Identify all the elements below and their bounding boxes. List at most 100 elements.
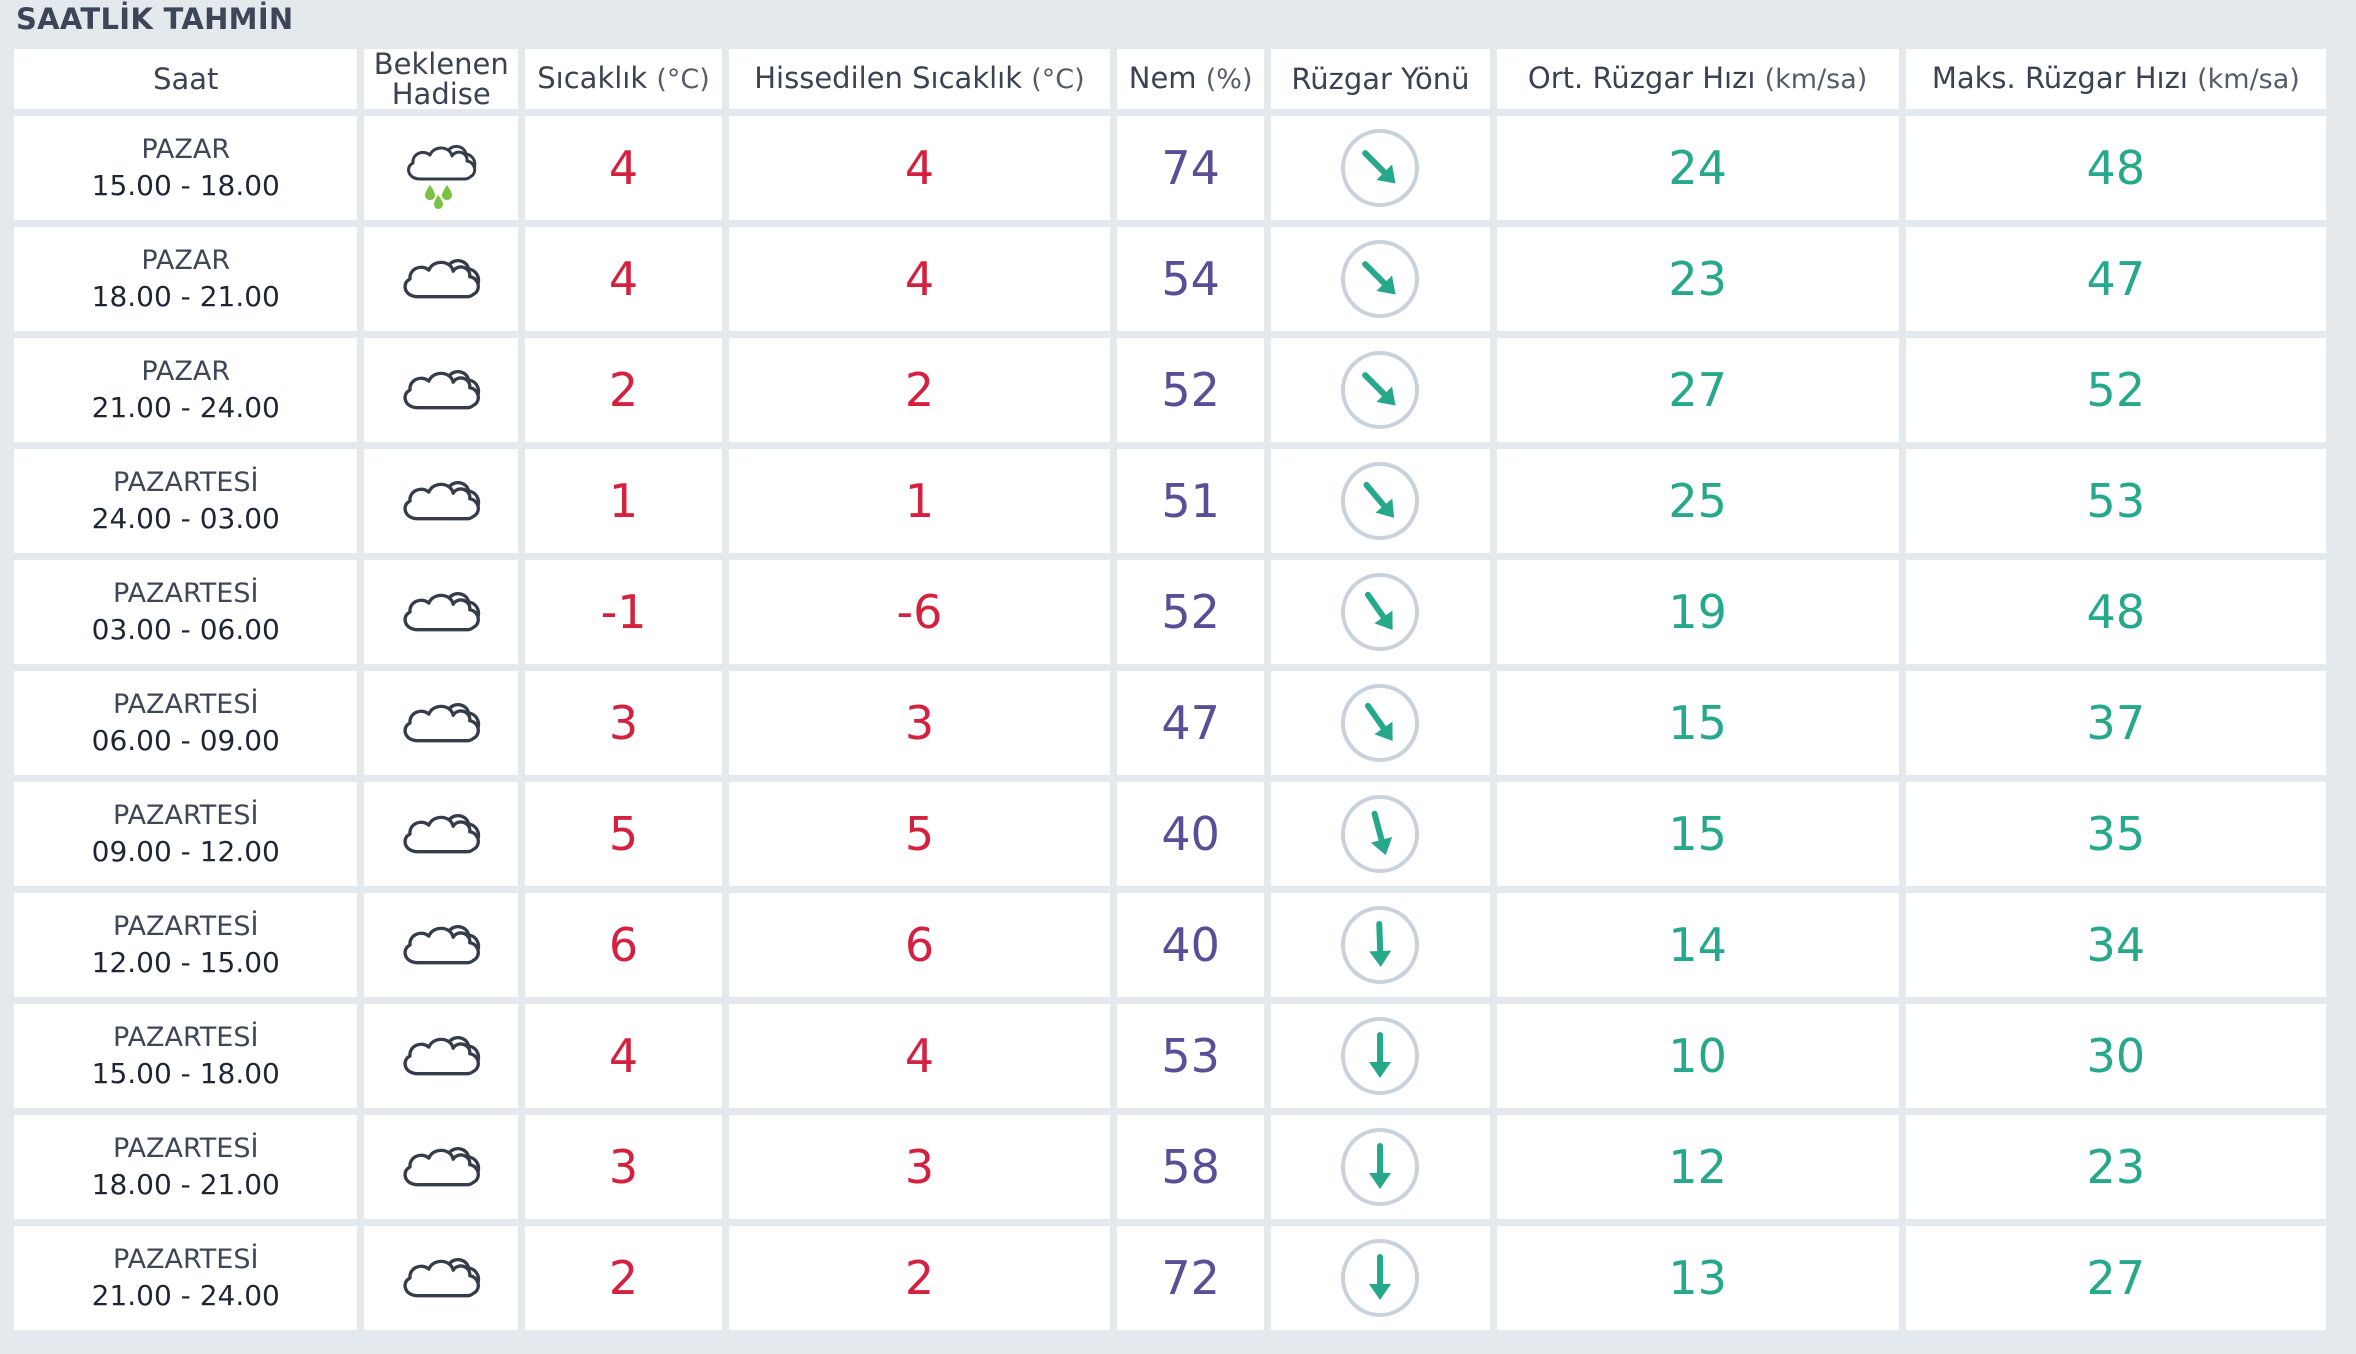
wind-direction-arrow-icon bbox=[1271, 349, 1489, 431]
wind-direction-cell bbox=[1271, 782, 1490, 886]
feels-like-value: 4 bbox=[904, 141, 935, 195]
feels-like-cell: 6 bbox=[729, 893, 1110, 997]
time-cell: PAZARTESİ 24.00 - 03.00 bbox=[14, 449, 358, 553]
expected-event-cell bbox=[364, 449, 519, 553]
max-wind-cell: 37 bbox=[1905, 671, 2326, 775]
cloud-icon bbox=[364, 359, 518, 421]
wind-direction-arrow-icon bbox=[1271, 1237, 1489, 1319]
day-label: PAZARTESİ bbox=[113, 689, 259, 720]
max-wind-value: 23 bbox=[2086, 1140, 2146, 1194]
max-wind-cell: 53 bbox=[1905, 449, 2326, 553]
feels-like-cell: 5 bbox=[729, 782, 1110, 886]
feels-like-cell: 4 bbox=[729, 227, 1110, 331]
expected-event-cell bbox=[364, 1115, 519, 1219]
avg-wind-value: 23 bbox=[1668, 252, 1727, 306]
humidity-value: 52 bbox=[1161, 585, 1220, 639]
temperature-value: 1 bbox=[608, 474, 639, 528]
max-wind-value: 37 bbox=[2086, 696, 2146, 750]
wind-direction-arrow-icon bbox=[1271, 793, 1489, 875]
feels-like-value: 5 bbox=[904, 807, 935, 861]
temperature-cell: 4 bbox=[525, 116, 723, 220]
humidity-value: 40 bbox=[1161, 807, 1220, 861]
expected-event-cell bbox=[364, 560, 519, 664]
cloud-icon bbox=[364, 248, 518, 310]
humidity-cell: 74 bbox=[1116, 116, 1265, 220]
header-time: Saat bbox=[14, 49, 358, 109]
avg-wind-cell: 23 bbox=[1496, 227, 1899, 331]
max-wind-value: 27 bbox=[2086, 1251, 2146, 1305]
time-range: 18.00 - 21.00 bbox=[91, 280, 280, 313]
avg-wind-value: 15 bbox=[1668, 696, 1727, 750]
time-cell: PAZAR 15.00 - 18.00 bbox=[14, 116, 358, 220]
feels-like-cell: 1 bbox=[729, 449, 1110, 553]
wind-direction-cell bbox=[1271, 227, 1490, 331]
time-cell: PAZARTESİ 21.00 - 24.00 bbox=[14, 1226, 358, 1330]
temperature-value: 2 bbox=[608, 1251, 639, 1305]
humidity-cell: 40 bbox=[1116, 782, 1265, 886]
wind-direction-cell bbox=[1271, 671, 1490, 775]
temperature-value: 4 bbox=[608, 252, 639, 306]
avg-wind-value: 27 bbox=[1668, 363, 1727, 417]
day-label: PAZARTESİ bbox=[113, 1133, 259, 1164]
humidity-value: 72 bbox=[1161, 1251, 1220, 1305]
temperature-cell: 6 bbox=[525, 893, 723, 997]
humidity-value: 40 bbox=[1161, 918, 1220, 972]
day-label: PAZAR bbox=[141, 245, 231, 276]
table-row: PAZARTESİ 15.00 - 18.00 4 4 53 10 30 bbox=[14, 1004, 2326, 1108]
max-wind-cell: 48 bbox=[1905, 116, 2326, 220]
max-wind-cell: 48 bbox=[1905, 560, 2326, 664]
wind-direction-cell bbox=[1271, 449, 1490, 553]
time-cell: PAZARTESİ 06.00 - 09.00 bbox=[14, 671, 358, 775]
table-header-row: Saat Beklenen Hadise Sıcaklık (°C) Hissed… bbox=[14, 49, 2326, 109]
feels-like-value: -6 bbox=[896, 585, 943, 639]
wind-direction-arrow-icon bbox=[1271, 571, 1489, 653]
time-range: 06.00 - 09.00 bbox=[91, 724, 280, 757]
header-feels-like: Hissedilen Sıcaklık (°C) bbox=[729, 49, 1110, 109]
max-wind-cell: 52 bbox=[1905, 338, 2326, 442]
cloud-icon bbox=[364, 1247, 518, 1309]
humidity-value: 52 bbox=[1161, 363, 1220, 417]
day-label: PAZAR bbox=[141, 356, 231, 387]
table-row: PAZARTESİ 03.00 - 06.00 -1 -6 52 19 48 bbox=[14, 560, 2326, 664]
avg-wind-value: 10 bbox=[1668, 1029, 1727, 1083]
table-row: PAZARTESİ 21.00 - 24.00 2 2 72 13 27 bbox=[14, 1226, 2326, 1330]
temperature-value: 6 bbox=[608, 918, 639, 972]
humidity-cell: 52 bbox=[1116, 560, 1265, 664]
temperature-value: 5 bbox=[608, 807, 639, 861]
avg-wind-value: 25 bbox=[1668, 474, 1727, 528]
humidity-cell: 53 bbox=[1116, 1004, 1265, 1108]
header-temperature: Sıcaklık (°C) bbox=[525, 49, 723, 109]
day-label: PAZARTESİ bbox=[113, 1244, 259, 1275]
header-max-wind: Maks. Rüzgar Hızı (km/sa) bbox=[1905, 49, 2326, 109]
expected-event-cell bbox=[364, 338, 519, 442]
max-wind-value: 35 bbox=[2086, 807, 2146, 861]
avg-wind-cell: 12 bbox=[1496, 1115, 1899, 1219]
wind-direction-arrow-icon bbox=[1271, 127, 1489, 209]
table-row: PAZARTESİ 18.00 - 21.00 3 3 58 12 23 bbox=[14, 1115, 2326, 1219]
humidity-value: 54 bbox=[1161, 252, 1220, 306]
expected-event-cell bbox=[364, 116, 519, 220]
max-wind-cell: 30 bbox=[1905, 1004, 2326, 1108]
max-wind-value: 53 bbox=[2086, 474, 2146, 528]
cloud-icon bbox=[364, 803, 518, 865]
expected-event-cell bbox=[364, 671, 519, 775]
avg-wind-cell: 25 bbox=[1496, 449, 1899, 553]
feels-like-cell: 4 bbox=[729, 116, 1110, 220]
cloud-icon bbox=[364, 1136, 518, 1198]
temperature-value: 2 bbox=[608, 363, 639, 417]
avg-wind-value: 13 bbox=[1668, 1251, 1727, 1305]
humidity-value: 74 bbox=[1161, 141, 1220, 195]
time-range: 21.00 - 24.00 bbox=[91, 391, 280, 424]
time-range: 18.00 - 21.00 bbox=[91, 1168, 280, 1201]
time-range: 12.00 - 15.00 bbox=[91, 946, 280, 979]
expected-event-cell bbox=[364, 1226, 519, 1330]
header-humidity: Nem (%) bbox=[1116, 49, 1265, 109]
humidity-cell: 54 bbox=[1116, 227, 1265, 331]
wind-direction-arrow-icon bbox=[1271, 1015, 1489, 1097]
avg-wind-value: 15 bbox=[1668, 807, 1727, 861]
max-wind-cell: 34 bbox=[1905, 893, 2326, 997]
header-avg-wind: Ort. Rüzgar Hızı (km/sa) bbox=[1496, 49, 1899, 109]
temperature-cell: 4 bbox=[525, 1004, 723, 1108]
avg-wind-value: 24 bbox=[1668, 141, 1727, 195]
feels-like-value: 4 bbox=[904, 1029, 935, 1083]
